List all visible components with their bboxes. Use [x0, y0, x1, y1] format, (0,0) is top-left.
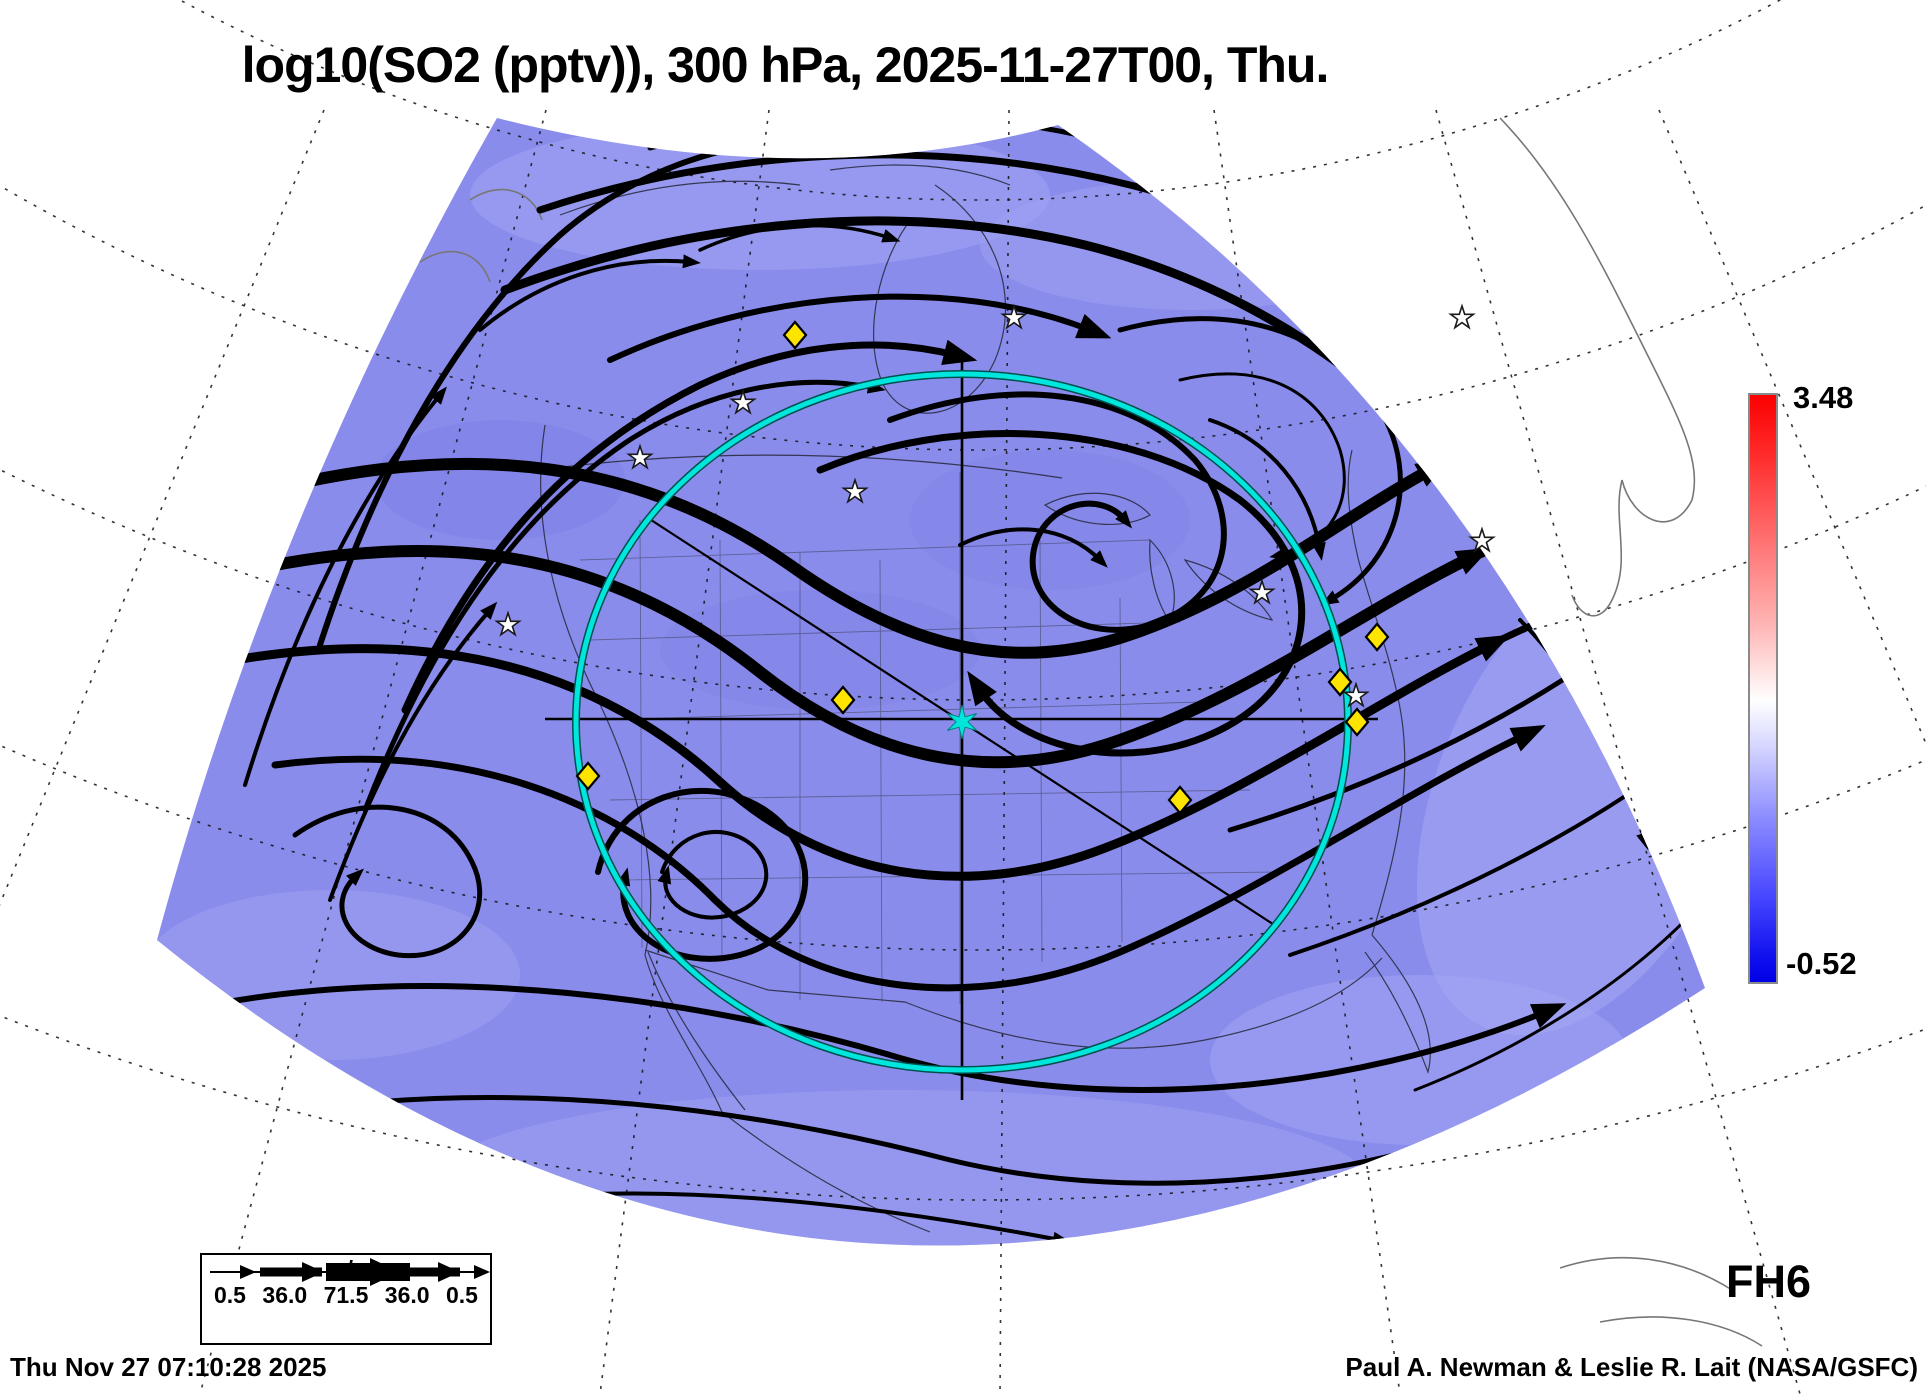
streamline [1208, 418, 1326, 561]
streamline [1413, 896, 1705, 1092]
streamline [500, 216, 1398, 410]
colorbar-max-label: 3.48 [1793, 380, 1854, 415]
streamline [317, 133, 796, 648]
wind-speed-legend: m/s 0.5 36.0 71.5 36.0 0.5 [200, 1253, 492, 1345]
streamline [287, 1095, 1566, 1186]
map-wedge-fill [157, 118, 1705, 1246]
streamline [264, 457, 1451, 659]
wind-legend-ticks: 0.5 36.0 71.5 36.0 0.5 [202, 1282, 490, 1309]
streamline [607, 293, 1112, 363]
streamline [230, 634, 1511, 881]
wind-legend-arrow-scale [210, 1258, 490, 1286]
colorbar-min-label: -0.52 [1786, 946, 1857, 981]
streamline [1227, 648, 1610, 833]
streamline [595, 787, 809, 962]
streamline [1465, 469, 1705, 563]
streamline [958, 527, 1108, 568]
wind-legend-tick: 0.5 [445, 1282, 478, 1308]
streamline [1425, 370, 1663, 475]
wind-legend-tick: 71.5 [323, 1282, 369, 1308]
star-marker-icon [1449, 305, 1475, 329]
state-borders [579, 472, 1281, 1004]
streamline [401, 339, 978, 714]
colorbar [1748, 393, 1778, 984]
streamline [292, 804, 483, 959]
streamline [362, 379, 886, 813]
forecast-hour-label: FH6 [1726, 1256, 1812, 1307]
wind-legend-tick: 36.0 [262, 1282, 308, 1308]
streamline [328, 601, 498, 902]
credit-line: Paul A. Newman & Leslie R. Lait (NASA/GS… [1345, 1352, 1918, 1382]
generation-timestamp: Thu Nov 27 07:10:28 2025 [10, 1352, 327, 1382]
streamline [698, 223, 901, 252]
streamline [478, 254, 701, 332]
outer-coastlines [419, 117, 1763, 1347]
streamline [244, 544, 1491, 769]
wind-legend-tick: 36.0 [384, 1282, 430, 1308]
wind-legend-tick: 0.5 [214, 1282, 246, 1308]
streamline [207, 983, 1567, 1094]
streamline [657, 830, 769, 920]
plot-title: log10(SO2 (pptv)), 300 hPa, 2025-11-27T0… [241, 37, 1330, 93]
streamline [243, 386, 447, 787]
